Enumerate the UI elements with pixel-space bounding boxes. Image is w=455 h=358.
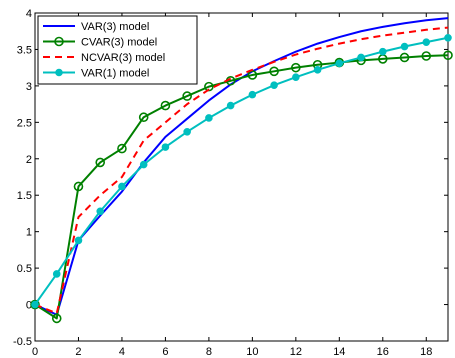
data-point [31,300,39,309]
y-tick-label: 3 [26,81,32,93]
x-tick-label: 6 [162,346,168,358]
data-point [73,181,84,192]
legend-item: VAR(3) model [43,21,149,33]
x-tick-label: 12 [290,346,302,358]
data-point [117,143,127,154]
data-point [400,42,409,51]
data-point [270,81,278,89]
data-point [51,313,62,324]
y-tick-label: 3.5 [17,44,32,56]
data-point [378,47,387,56]
axis-ticks: 0 2 4 6 8 10 12 14 16 18-0.500.511.522.533.54 [13,8,448,358]
data-point [52,270,61,278]
x-tick-label: 4 [119,346,125,358]
data-point [248,90,257,99]
data-point [247,70,258,80]
series-1 [30,50,453,324]
y-tick-label: 4 [26,8,32,20]
data-point [444,33,452,42]
data-point [30,299,40,310]
series-3 [31,33,452,309]
legend-marker [54,36,64,47]
legend-item: VAR(1) model [43,68,149,80]
legend-label: CVAR(3) model [81,37,157,49]
x-tick-label: 16 [377,346,389,358]
data-point [335,59,344,68]
data-point [96,207,105,216]
data-point [313,66,322,74]
series-line [34,26,449,315]
data-point [226,101,235,110]
x-tick-label: 18 [420,346,432,358]
legend: VAR(3) model CVAR(3) model NCVAR(3) model V… [37,15,198,85]
legend-label: VAR(1) model [81,68,149,80]
legend-label: VAR(3) model [81,21,149,33]
data-point [422,38,431,46]
data-point [183,128,191,136]
data-point [139,160,148,169]
data-point [399,52,410,63]
data-point [182,91,192,101]
legend-item: CVAR(3) model [43,37,157,49]
data-point [291,62,301,73]
legend-marker [55,68,63,77]
y-tick-label: 1.5 [17,190,32,202]
series-layer [30,17,453,324]
data-point [292,73,300,81]
data-point [74,236,83,245]
data-point [160,100,171,111]
data-point [118,182,126,191]
y-tick-label: 0 [26,300,32,312]
legend-item: NCVAR(3) model [43,52,165,64]
y-tick-label: -0.5 [13,336,32,348]
legend-label: NCVAR(3) model [81,52,165,64]
y-tick-label: 1 [26,227,32,239]
x-tick-label: 8 [206,346,212,358]
x-tick-label: 0 [32,346,38,358]
data-point [161,143,170,151]
y-tick-label: 2.5 [17,117,32,129]
data-point [421,51,432,61]
data-point [357,53,365,62]
data-point [443,50,453,61]
x-tick-label: 2 [75,346,81,358]
y-tick-label: 2 [26,154,32,166]
x-tick-label: 10 [246,346,258,358]
x-tick-label: 14 [333,346,345,358]
data-point [269,66,279,77]
series-2 [34,26,449,315]
data-point [138,112,149,123]
data-point [205,114,213,122]
data-point [95,157,106,168]
y-tick-label: 0.5 [17,263,32,275]
